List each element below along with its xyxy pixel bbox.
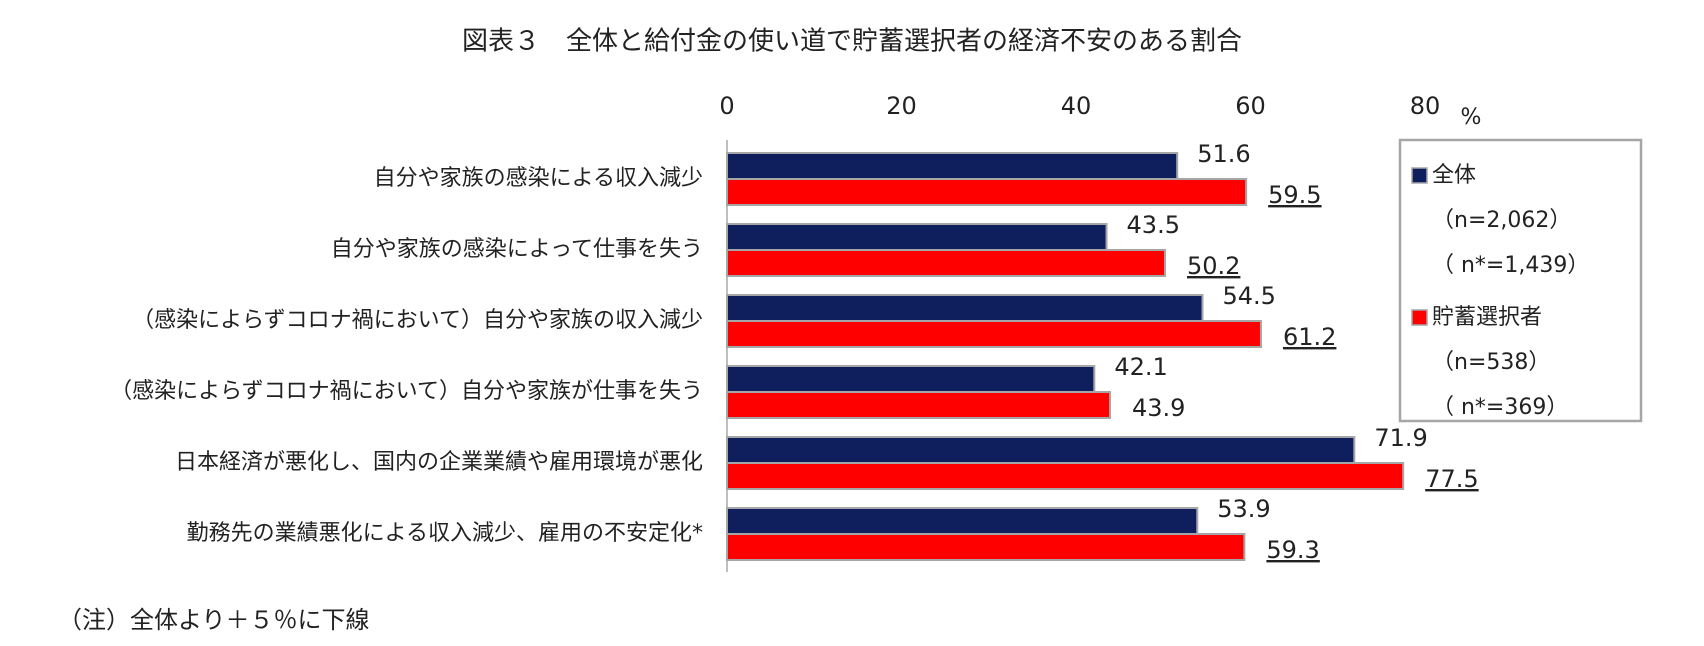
note: （注）全体より＋５％に下線 [58,606,370,634]
chart-title: 図表３ 全体と給付金の使い道で貯蓄選択者の経済不安のある割合 [462,27,1242,57]
category-label: 勤務先の業績悪化による収入減少、雇用の不安定化* [187,521,703,546]
bar [726,436,1356,464]
x-tick-label: 60 [1235,92,1266,120]
bar [726,533,1246,561]
bar [726,320,1262,348]
axis-unit: % [1461,105,1482,130]
value-label: 51.6 [1197,140,1250,168]
bar [726,294,1204,322]
value-label: 43.9 [1132,394,1185,422]
value-label: 50.2 [1187,252,1240,280]
value-label: 71.9 [1374,424,1427,452]
value-label: 53.9 [1217,495,1270,523]
legend-note: （n=2,062） [1432,208,1571,233]
x-tick-label: 20 [886,92,917,120]
category-label: 自分や家族の感染によって仕事を失う [331,237,703,262]
value-label: 42.1 [1114,353,1167,381]
value-label: 59.3 [1266,536,1319,564]
value-label: 43.5 [1127,211,1180,239]
bar [726,152,1179,180]
category-label: （感染によらずコロナ禍において）自分や家族が仕事を失う [110,379,703,404]
x-tick-label: 80 [1410,92,1441,120]
legend-note: （ n*=1,439） [1432,253,1589,278]
value-label: 77.5 [1425,465,1478,493]
category-label: 日本経済が悪化し、国内の企業業績や雇用環境が悪化 [175,450,703,475]
bar [726,178,1248,206]
value-label: 54.5 [1223,282,1276,310]
legend-swatch [1411,167,1428,184]
legend-box [1398,138,1643,423]
x-tick-label: 0 [719,92,734,120]
legend-swatch [1411,309,1428,326]
bar [726,462,1405,490]
category-label: （感染によらずコロナ禍において）自分や家族の収入減少 [132,308,703,333]
bar [726,223,1108,251]
bar [726,507,1199,535]
value-label: 59.5 [1268,181,1321,209]
x-tick-label: 40 [1061,92,1092,120]
legend-note: （n=538） [1432,350,1550,375]
legend-label: 貯蓄選択者 [1432,305,1542,330]
legend-note: （ n*=369） [1432,395,1568,420]
value-label: 61.2 [1283,323,1336,351]
legend-label: 全体 [1432,163,1476,188]
bar [726,365,1096,393]
bar [726,391,1112,419]
bar [726,249,1166,277]
category-label: 自分や家族の感染による収入減少 [374,166,703,191]
